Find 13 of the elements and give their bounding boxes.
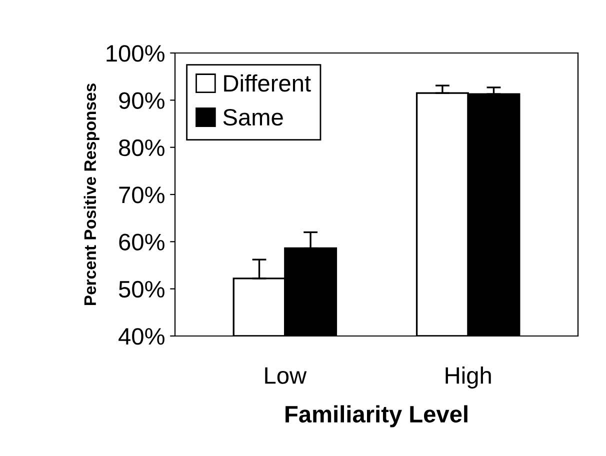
y-tick-label: 60% <box>119 234 164 250</box>
y-tick-label: 100% <box>106 45 164 62</box>
x-axis-title: Familiarity Level <box>286 405 468 428</box>
y-tick-label: 50% <box>118 280 164 298</box>
y-tick-label: 90% <box>119 92 164 109</box>
legend-label: Different <box>224 74 311 92</box>
x-tick-label: Low <box>265 367 307 384</box>
y-tick-label: 70% <box>119 186 164 204</box>
y-tick-label: 40% <box>118 328 164 345</box>
y-tick-label: 80% <box>119 139 164 156</box>
x-tick-label: High <box>446 366 491 389</box>
y-axis-title: Percent Positive Responses <box>84 84 100 305</box>
legend-label: Same <box>223 108 283 126</box>
